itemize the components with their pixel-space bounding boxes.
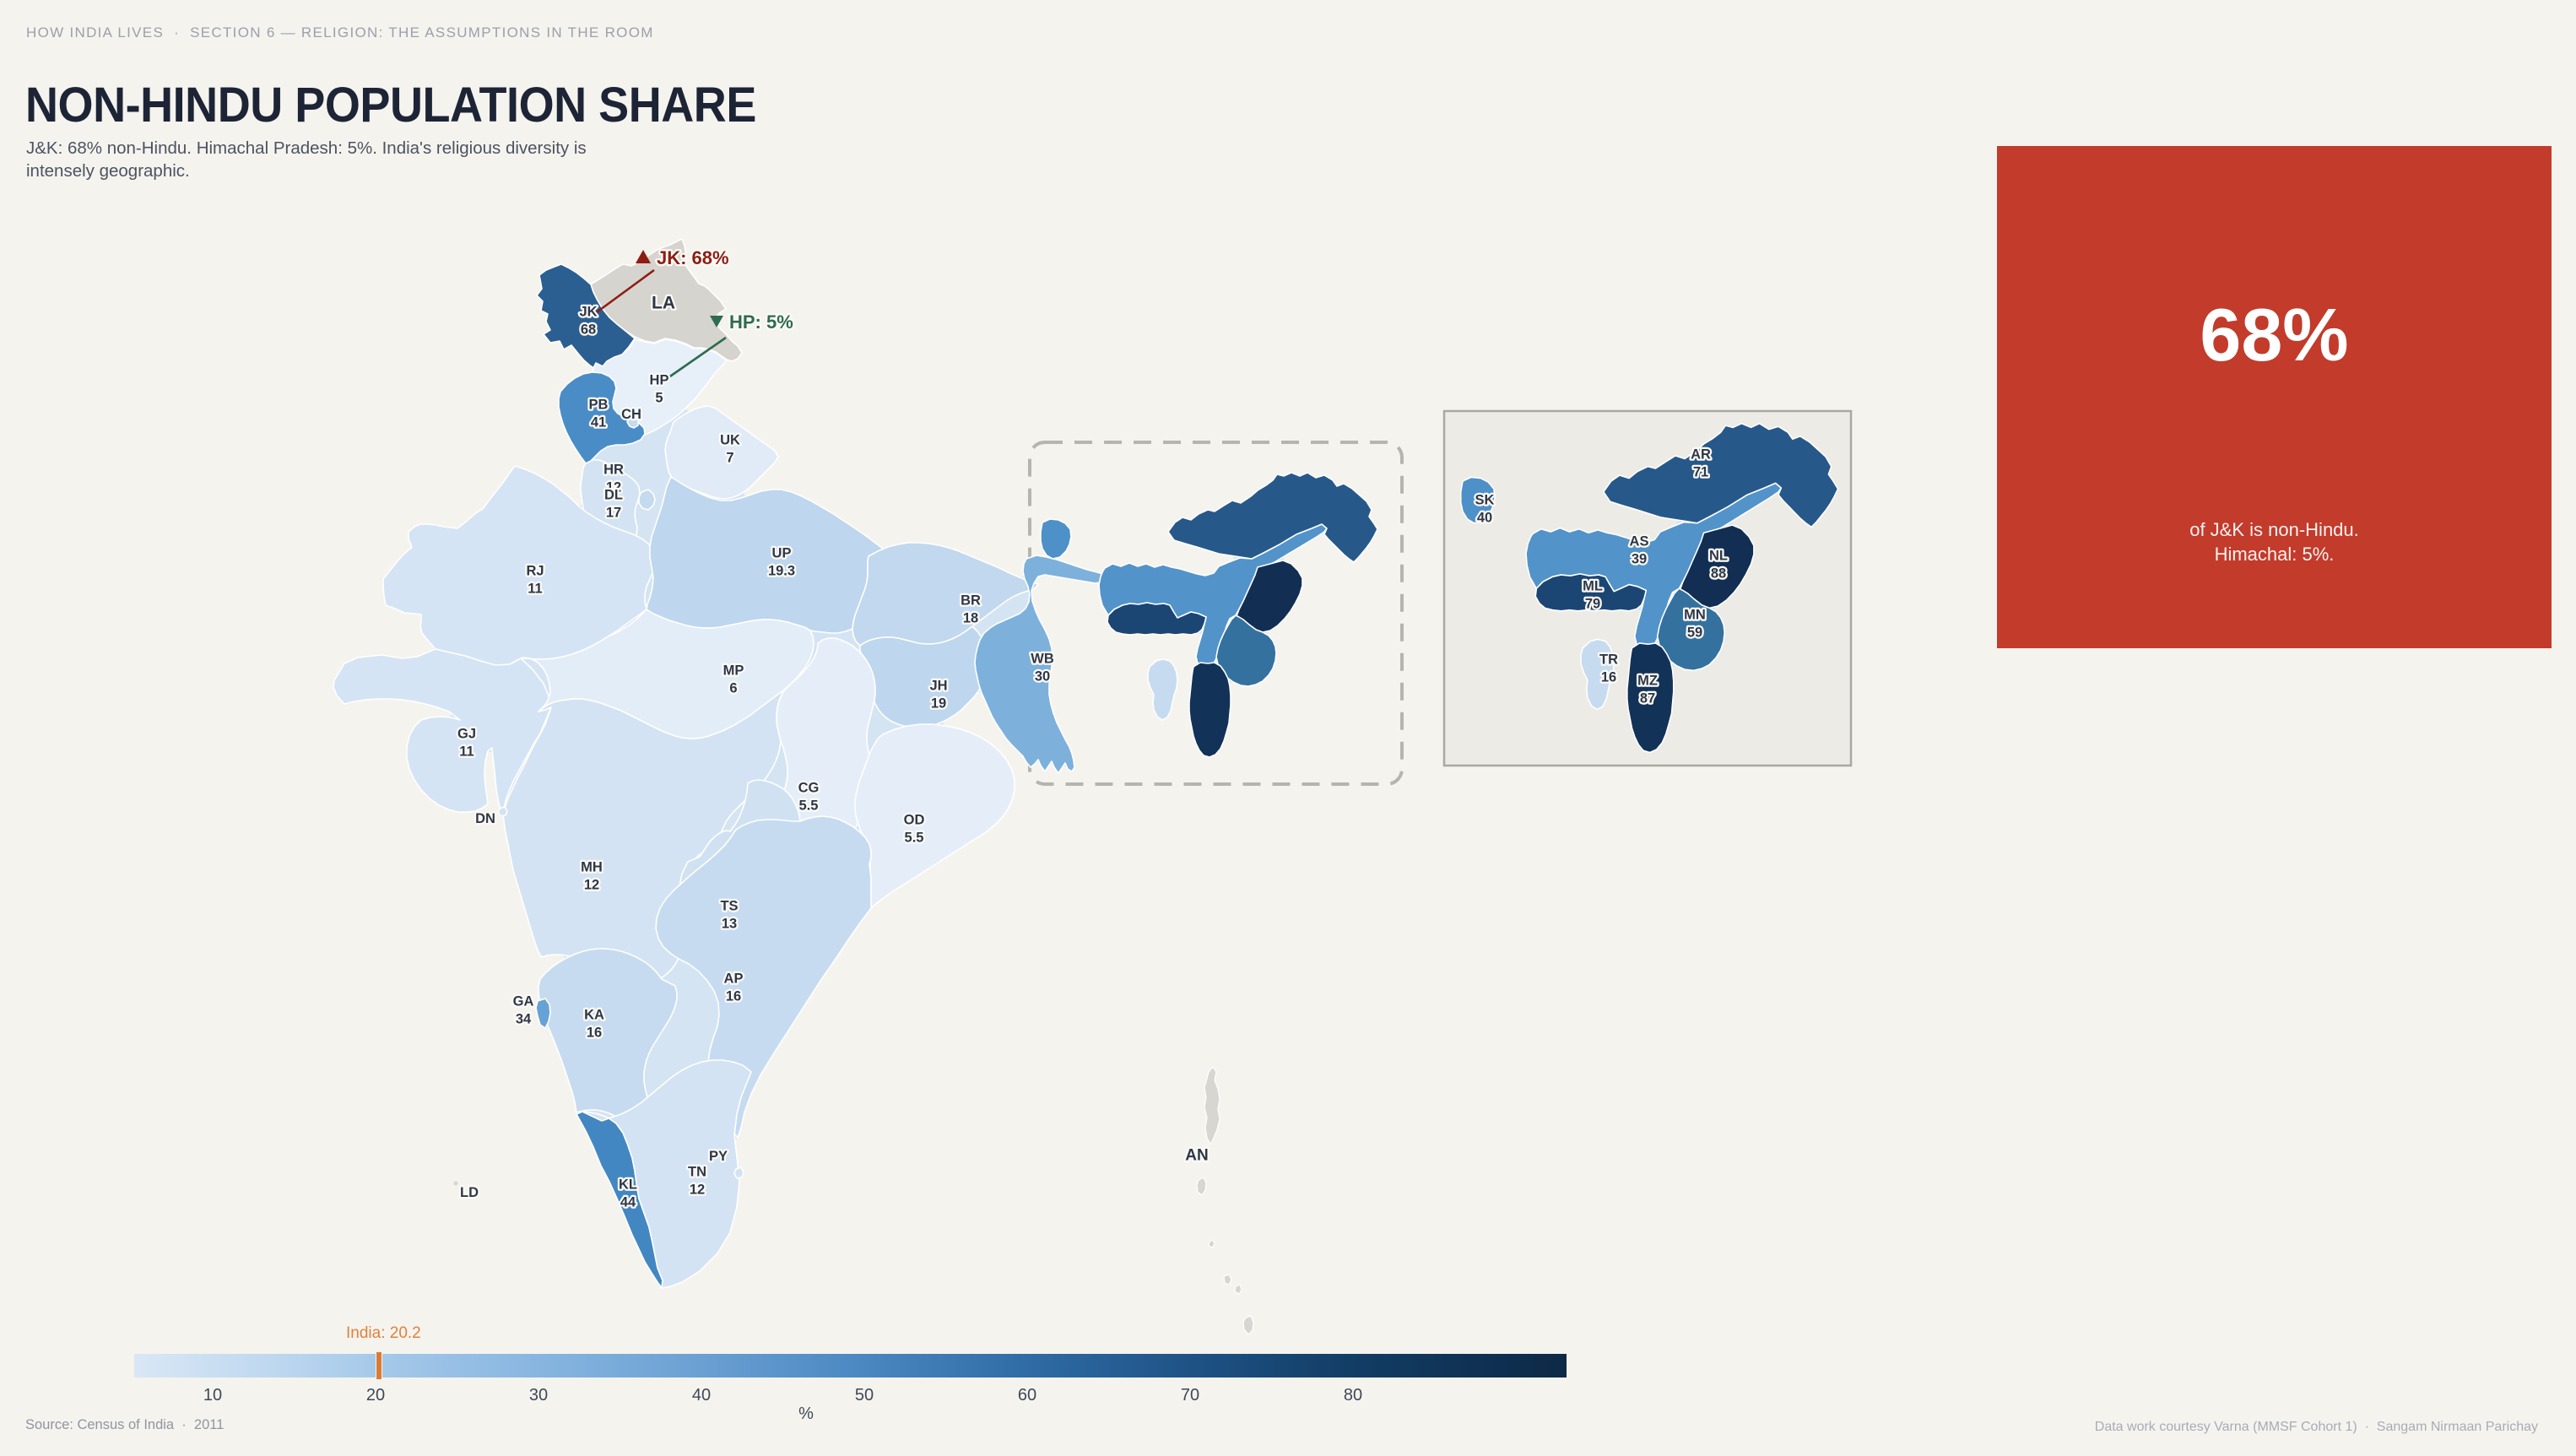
svg-text:AP: AP (724, 971, 744, 986)
svg-text:16: 16 (1601, 669, 1616, 685)
svg-text:PY: PY (709, 1149, 728, 1164)
svg-text:WB: WB (1031, 651, 1054, 666)
svg-text:OD: OD (904, 812, 925, 827)
svg-text:SK: SK (1475, 492, 1495, 507)
svg-text:AN: AN (1185, 1147, 1208, 1165)
svg-text:DL: DL (604, 487, 623, 502)
svg-text:PB: PB (589, 397, 609, 412)
svg-text:MZ: MZ (1637, 673, 1658, 688)
svg-text:12: 12 (584, 877, 599, 892)
svg-text:TN: TN (688, 1164, 706, 1179)
svg-text:79: 79 (1585, 596, 1600, 611)
svg-text:12: 12 (690, 1182, 705, 1197)
svg-text:GJ: GJ (457, 726, 476, 741)
svg-text:19.3: 19.3 (768, 563, 795, 578)
svg-text:68: 68 (581, 322, 596, 337)
svg-text:44: 44 (620, 1194, 636, 1210)
svg-text:NL: NL (1709, 548, 1728, 563)
svg-text:40: 40 (1477, 510, 1492, 525)
svg-text:JK: JK (579, 304, 597, 319)
svg-text:LA: LA (652, 293, 675, 312)
svg-text:HP: 5%: HP: 5% (729, 311, 793, 333)
svg-text:71: 71 (1693, 464, 1708, 479)
svg-text:13: 13 (722, 916, 737, 931)
svg-text:HP: HP (650, 372, 669, 387)
svg-text:BR: BR (961, 593, 981, 608)
svg-text:5.5: 5.5 (799, 798, 819, 813)
svg-text:30: 30 (1035, 668, 1050, 684)
svg-text:AS: AS (1630, 533, 1649, 549)
svg-text:12: 12 (606, 479, 621, 495)
svg-text:UP: UP (772, 545, 792, 560)
svg-text:19: 19 (931, 696, 946, 711)
svg-text:7: 7 (726, 450, 733, 465)
svg-text:16: 16 (726, 988, 741, 1004)
svg-text:6: 6 (729, 680, 737, 696)
svg-text:DN: DN (475, 811, 495, 826)
svg-text:MP: MP (723, 663, 744, 678)
svg-text:5.5: 5.5 (905, 830, 924, 845)
svg-text:MH: MH (581, 859, 603, 874)
svg-text:18: 18 (963, 610, 978, 625)
svg-text:11: 11 (528, 581, 542, 596)
svg-text:JH: JH (929, 678, 947, 693)
svg-text:MN: MN (1684, 607, 1706, 622)
svg-text:11: 11 (459, 744, 474, 759)
svg-text:87: 87 (1640, 690, 1655, 706)
svg-text:HR: HR (603, 462, 624, 477)
svg-text:JK: 68%: JK: 68% (657, 247, 729, 268)
svg-text:16: 16 (587, 1025, 602, 1040)
svg-text:34: 34 (516, 1011, 532, 1026)
svg-text:GA: GA (513, 993, 534, 1009)
svg-text:RJ: RJ (526, 563, 544, 578)
svg-text:KA: KA (584, 1007, 604, 1022)
svg-text:TR: TR (1599, 652, 1618, 667)
svg-text:CG: CG (798, 780, 820, 795)
svg-text:CH: CH (621, 407, 641, 422)
svg-text:5: 5 (655, 390, 663, 405)
svg-text:TS: TS (720, 898, 738, 913)
svg-text:KL: KL (619, 1177, 637, 1192)
svg-text:88: 88 (1711, 566, 1726, 581)
svg-text:59: 59 (1687, 625, 1702, 640)
svg-text:17: 17 (606, 505, 621, 520)
svg-text:39: 39 (1632, 551, 1647, 566)
svg-text:41: 41 (591, 414, 606, 430)
svg-text:AR: AR (1691, 447, 1711, 462)
svg-text:UK: UK (720, 432, 740, 447)
svg-text:ML: ML (1583, 578, 1603, 593)
svg-text:LD: LD (460, 1185, 479, 1200)
